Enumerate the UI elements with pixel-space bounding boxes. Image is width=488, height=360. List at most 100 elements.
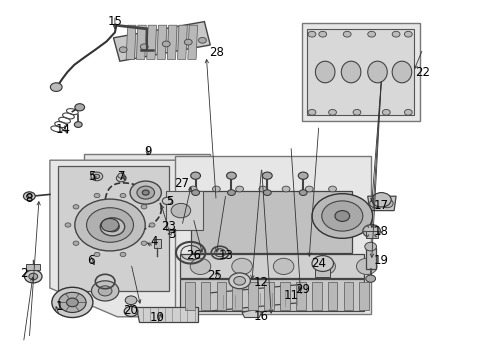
Circle shape: [26, 194, 32, 198]
Circle shape: [263, 190, 271, 195]
Circle shape: [91, 172, 102, 181]
Bar: [175, 156, 370, 314]
Circle shape: [235, 186, 243, 192]
Polygon shape: [204, 284, 303, 311]
Text: 4: 4: [150, 235, 158, 248]
Circle shape: [162, 197, 172, 204]
Circle shape: [74, 122, 82, 127]
Circle shape: [404, 31, 411, 37]
Circle shape: [328, 109, 336, 115]
Ellipse shape: [391, 61, 411, 83]
Circle shape: [365, 275, 375, 282]
Circle shape: [141, 204, 147, 209]
Text: 22: 22: [415, 66, 429, 78]
Text: 8: 8: [25, 192, 33, 204]
Text: 13: 13: [218, 249, 233, 262]
Circle shape: [140, 44, 148, 50]
Circle shape: [212, 186, 220, 192]
Text: 26: 26: [185, 249, 200, 262]
Circle shape: [120, 252, 126, 257]
Bar: [26, 264, 40, 270]
Circle shape: [118, 173, 124, 178]
Text: 29: 29: [294, 283, 309, 296]
Circle shape: [305, 186, 313, 192]
Circle shape: [124, 306, 138, 316]
Circle shape: [262, 172, 272, 179]
Polygon shape: [180, 279, 364, 311]
Text: 9: 9: [143, 145, 151, 158]
Polygon shape: [180, 254, 364, 278]
Text: 5: 5: [88, 170, 96, 183]
Circle shape: [105, 222, 119, 232]
Bar: [248, 282, 258, 310]
Circle shape: [362, 225, 380, 238]
Circle shape: [371, 193, 390, 207]
Circle shape: [162, 41, 170, 47]
Circle shape: [321, 201, 362, 231]
Bar: [359, 282, 368, 310]
Bar: [154, 239, 161, 248]
Circle shape: [119, 47, 127, 53]
Circle shape: [382, 109, 389, 115]
Polygon shape: [190, 191, 351, 253]
Bar: [166, 191, 203, 230]
Ellipse shape: [356, 258, 376, 274]
Text: 17: 17: [373, 199, 388, 212]
Bar: [343, 282, 353, 310]
Circle shape: [391, 31, 399, 37]
Circle shape: [94, 193, 100, 198]
Polygon shape: [187, 25, 197, 59]
Bar: [327, 282, 337, 310]
Circle shape: [228, 273, 250, 289]
Bar: [302, 23, 419, 121]
Circle shape: [352, 109, 360, 115]
Text: 20: 20: [123, 304, 138, 317]
Circle shape: [23, 192, 35, 201]
Bar: [295, 282, 305, 310]
Circle shape: [226, 172, 236, 179]
Circle shape: [369, 199, 381, 208]
Circle shape: [116, 175, 126, 182]
Circle shape: [171, 203, 190, 218]
Circle shape: [404, 109, 411, 115]
Circle shape: [189, 186, 197, 192]
Circle shape: [73, 241, 79, 246]
Polygon shape: [157, 25, 166, 59]
Circle shape: [259, 186, 266, 192]
Circle shape: [367, 31, 375, 37]
Circle shape: [227, 190, 235, 195]
Circle shape: [282, 186, 289, 192]
Polygon shape: [126, 25, 136, 59]
Text: 1: 1: [56, 300, 63, 313]
Text: 15: 15: [107, 15, 122, 28]
Bar: [365, 231, 377, 238]
Polygon shape: [367, 196, 395, 211]
Circle shape: [98, 286, 112, 296]
Polygon shape: [50, 160, 177, 317]
Circle shape: [142, 190, 149, 195]
Circle shape: [86, 208, 133, 242]
Bar: [84, 154, 210, 251]
Ellipse shape: [341, 61, 360, 83]
Bar: [232, 282, 242, 310]
Text: 7: 7: [117, 170, 125, 183]
Circle shape: [184, 39, 192, 45]
Circle shape: [100, 218, 124, 236]
Circle shape: [52, 287, 93, 318]
Bar: [200, 282, 210, 310]
Circle shape: [343, 31, 350, 37]
Bar: [264, 282, 273, 310]
Polygon shape: [113, 22, 210, 61]
Circle shape: [120, 193, 126, 198]
Text: 14: 14: [56, 123, 71, 136]
Polygon shape: [177, 25, 187, 59]
Ellipse shape: [315, 61, 334, 83]
Bar: [315, 268, 329, 277]
Circle shape: [125, 296, 137, 305]
Text: 2: 2: [20, 267, 27, 280]
Circle shape: [59, 292, 86, 312]
Text: 3: 3: [168, 228, 176, 240]
Circle shape: [94, 174, 100, 179]
Polygon shape: [136, 307, 198, 322]
Circle shape: [191, 190, 199, 195]
